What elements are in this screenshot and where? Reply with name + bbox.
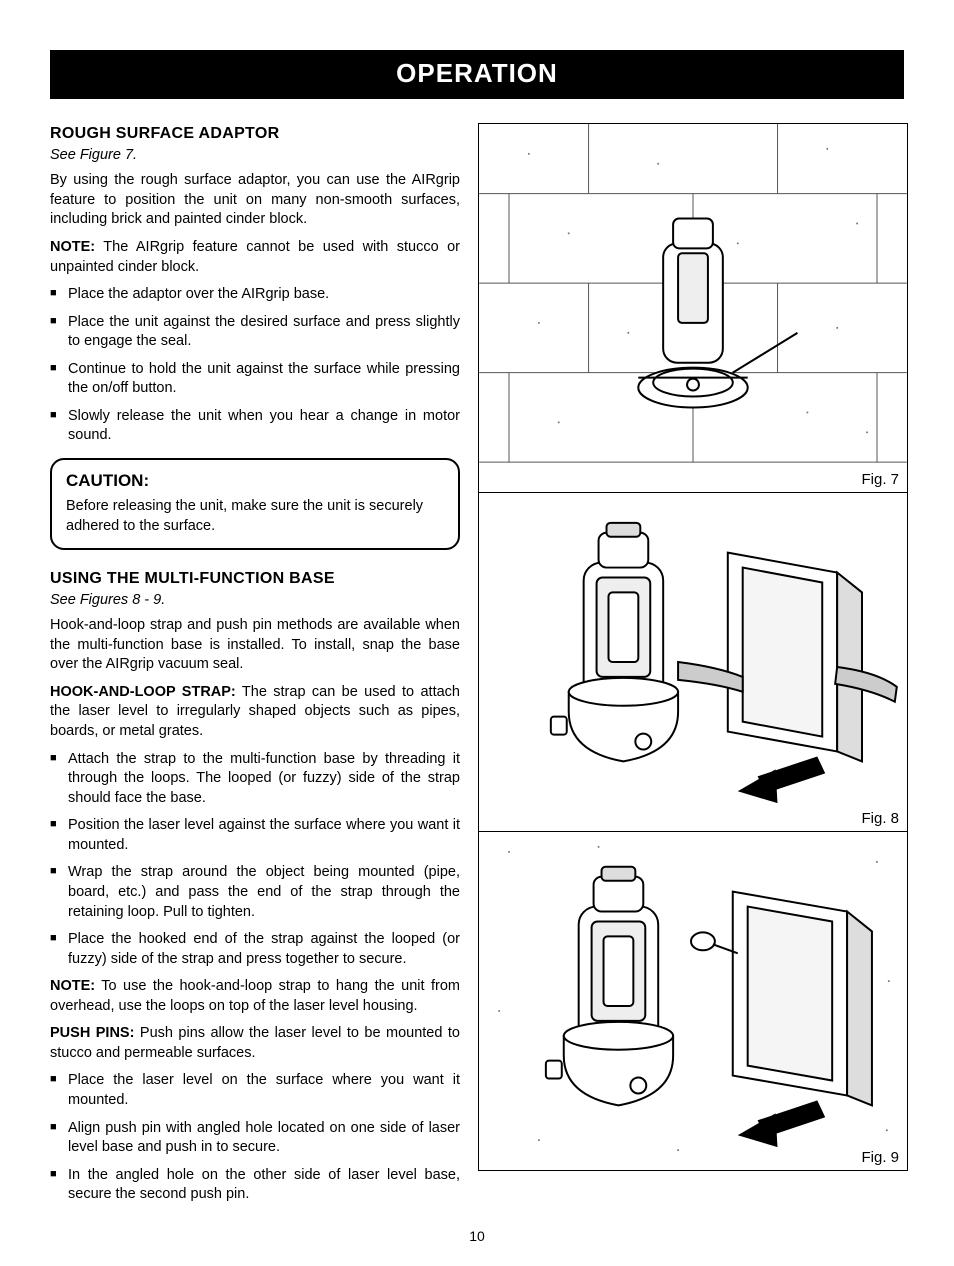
note2-body: To use the hook-and-loop strap to hang t… <box>50 978 460 1014</box>
hook-strap-para: HOOK-AND-LOOP STRAP: The strap can be us… <box>50 683 460 742</box>
list-item: Continue to hold the unit against the su… <box>50 360 460 399</box>
section2-intro: Hook-and-loop strap and push pin methods… <box>50 616 460 675</box>
section2-note: NOTE: To use the hook-and-loop strap to … <box>50 977 460 1016</box>
list-item: In the angled hole on the other side of … <box>50 1166 460 1205</box>
figure-9-label: Fig. 9 <box>858 1148 902 1168</box>
page-number: 10 <box>50 1227 904 1246</box>
section1-intro: By using the rough surface adaptor, you … <box>50 171 460 230</box>
hook-bullets: Attach the strap to the multi-function b… <box>50 750 460 970</box>
list-item: Place the laser level on the surface whe… <box>50 1071 460 1110</box>
caution-body: Before releasing the unit, make sure the… <box>66 497 444 536</box>
note2-label: NOTE: <box>50 978 95 994</box>
section1-bullets: Place the adaptor over the AIRgrip base.… <box>50 285 460 446</box>
section1-seefig: See Figure 7. <box>50 146 460 166</box>
page-header-bar: OPERATION <box>50 50 904 99</box>
list-item: Wrap the strap around the object being m… <box>50 863 460 922</box>
figure-9-illustration <box>479 832 907 1170</box>
figure-8-illustration <box>479 493 907 831</box>
section2-heading: USING THE MULTI-FUNCTION BASE <box>50 568 460 590</box>
section1-note: NOTE: The AIRgrip feature cannot be used… <box>50 238 460 277</box>
push-label: PUSH PINS: <box>50 1025 134 1041</box>
hook-label: HOOK-AND-LOOP STRAP: <box>50 684 236 700</box>
section2-seefig: See Figures 8 - 9. <box>50 591 460 611</box>
figure-9-panel: Fig. 9 <box>478 831 908 1171</box>
figure-8-label: Fig. 8 <box>858 809 902 829</box>
caution-heading: CAUTION: <box>66 470 444 493</box>
figure-7-panel: Fig. 7 <box>478 123 908 493</box>
list-item: Position the laser level against the sur… <box>50 816 460 855</box>
figure-8-panel: Fig. 8 <box>478 492 908 832</box>
list-item: Attach the strap to the multi-function b… <box>50 750 460 809</box>
note-label: NOTE: <box>50 239 95 255</box>
list-item: Slowly release the unit when you hear a … <box>50 407 460 446</box>
push-pins-para: PUSH PINS: Push pins allow the laser lev… <box>50 1024 460 1063</box>
note-body: The AIRgrip feature cannot be used with … <box>50 239 460 275</box>
right-column: Fig. 7 <box>478 123 908 1213</box>
list-item: Align push pin with angled hole located … <box>50 1119 460 1158</box>
list-item: Place the hooked end of the strap agains… <box>50 930 460 969</box>
section1-heading: ROUGH SURFACE ADAPTOR <box>50 123 460 145</box>
figure-7-illustration <box>479 124 907 492</box>
left-column: ROUGH SURFACE ADAPTOR See Figure 7. By u… <box>50 123 460 1213</box>
list-item: Place the adaptor over the AIRgrip base. <box>50 285 460 305</box>
push-bullets: Place the laser level on the surface whe… <box>50 1071 460 1204</box>
caution-box: CAUTION: Before releasing the unit, make… <box>50 458 460 550</box>
list-item: Place the unit against the desired surfa… <box>50 313 460 352</box>
content-columns: ROUGH SURFACE ADAPTOR See Figure 7. By u… <box>50 123 904 1213</box>
figure-7-label: Fig. 7 <box>858 470 902 490</box>
